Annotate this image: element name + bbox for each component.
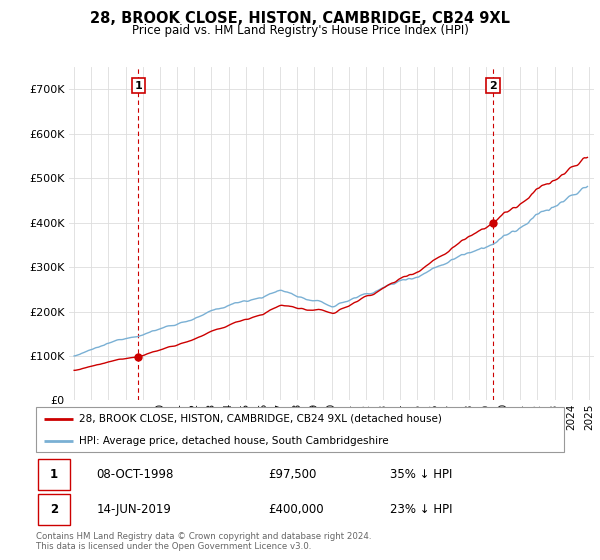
- Text: Contains HM Land Registry data © Crown copyright and database right 2024.
This d: Contains HM Land Registry data © Crown c…: [36, 532, 371, 552]
- Text: 28, BROOK CLOSE, HISTON, CAMBRIDGE, CB24 9XL (detached house): 28, BROOK CLOSE, HISTON, CAMBRIDGE, CB24…: [79, 414, 442, 424]
- Text: 2: 2: [50, 502, 58, 516]
- Text: 1: 1: [50, 468, 58, 481]
- FancyBboxPatch shape: [38, 493, 70, 525]
- Text: HPI: Average price, detached house, South Cambridgeshire: HPI: Average price, detached house, Sout…: [79, 436, 389, 446]
- Text: Price paid vs. HM Land Registry's House Price Index (HPI): Price paid vs. HM Land Registry's House …: [131, 24, 469, 36]
- Text: 28, BROOK CLOSE, HISTON, CAMBRIDGE, CB24 9XL: 28, BROOK CLOSE, HISTON, CAMBRIDGE, CB24…: [90, 11, 510, 26]
- Text: 23% ↓ HPI: 23% ↓ HPI: [390, 502, 452, 516]
- FancyBboxPatch shape: [38, 459, 70, 490]
- FancyBboxPatch shape: [36, 407, 564, 452]
- Text: 1: 1: [134, 81, 142, 91]
- Text: 14-JUN-2019: 14-JUN-2019: [97, 502, 172, 516]
- Text: 08-OCT-1998: 08-OCT-1998: [97, 468, 174, 481]
- Text: £97,500: £97,500: [268, 468, 317, 481]
- Text: 2: 2: [489, 81, 497, 91]
- Text: 35% ↓ HPI: 35% ↓ HPI: [390, 468, 452, 481]
- Text: £400,000: £400,000: [268, 502, 324, 516]
